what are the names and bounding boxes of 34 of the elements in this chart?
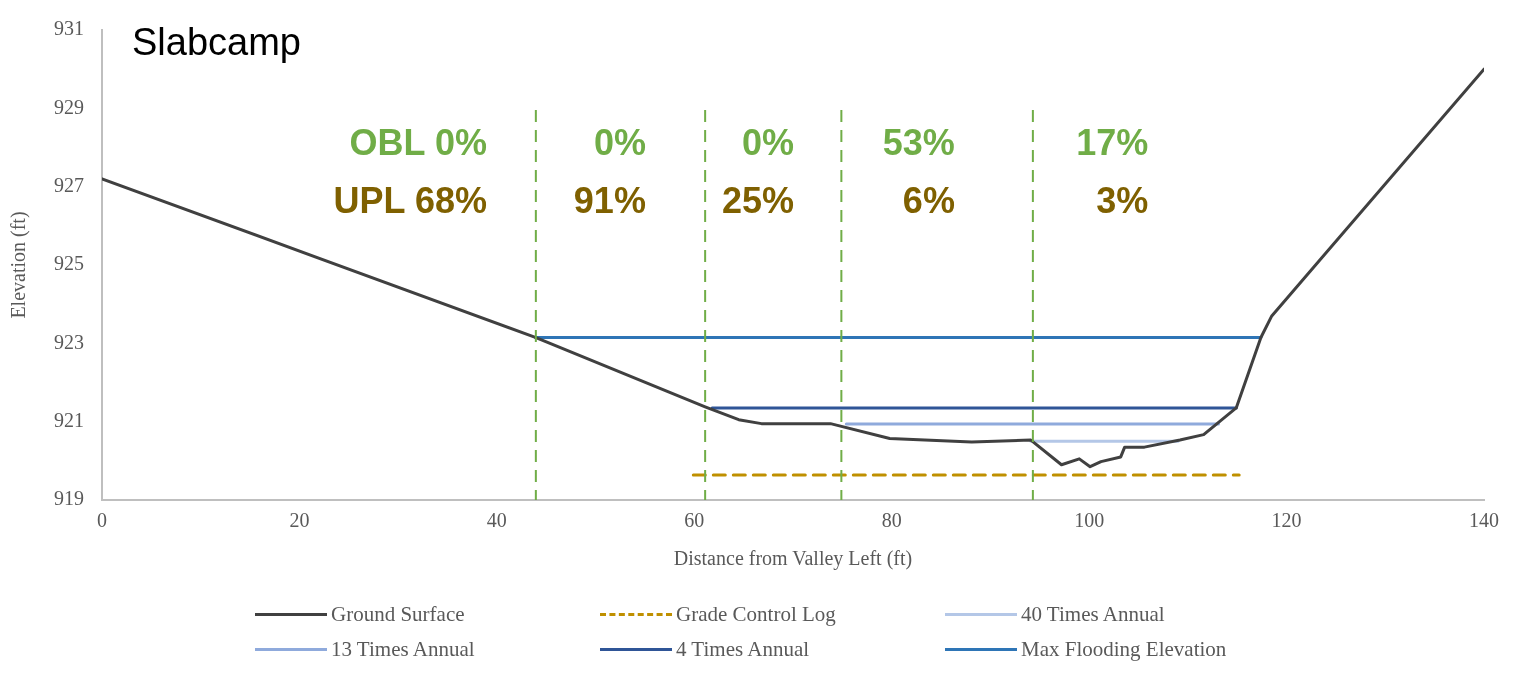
annotation: 53%: [882, 121, 955, 163]
y-tick-label: 923: [54, 330, 84, 353]
x-axis-title: Distance from Valley Left (ft): [673, 547, 913, 571]
annotation: 91%: [573, 179, 646, 221]
legend-label: 40 Times Annual: [1021, 602, 1165, 627]
annotation: 3%: [1096, 179, 1149, 221]
annotation: 0%: [593, 121, 646, 163]
x-tick-label: 60: [684, 509, 705, 532]
y-tick-label: 921: [54, 408, 84, 431]
y-tick-label: 927: [54, 173, 84, 196]
annotation: 6%: [902, 179, 955, 221]
x-tick-label: 100: [1074, 509, 1105, 532]
legend-label: 4 Times Annual: [676, 637, 810, 662]
x-tick-label: 140: [1469, 509, 1499, 532]
legend-label: 13 Times Annual: [331, 637, 475, 662]
y-tick-label: 929: [54, 95, 84, 118]
annotation: OBL 0%: [349, 121, 487, 163]
x-tick-label: 120: [1271, 509, 1302, 532]
annotation: 25%: [721, 179, 794, 221]
legend-label: Ground Surface: [331, 602, 465, 627]
annotation: 0%: [741, 121, 794, 163]
y-tick-label: 931: [54, 17, 84, 40]
x-tick-label: 80: [881, 509, 902, 532]
y-axis-title: Elevation (ft): [7, 211, 31, 319]
x-tick-label: 0: [97, 509, 107, 532]
legend-label: Max Flooding Elevation: [1021, 637, 1227, 662]
annotation: 17%: [1076, 121, 1149, 163]
y-tick-label: 919: [54, 487, 84, 510]
y-tick-label: 925: [54, 252, 84, 275]
chart-title: Slabcamp: [132, 21, 301, 64]
legend-label: Grade Control Log: [676, 602, 836, 627]
annotation: UPL 68%: [333, 179, 487, 221]
x-tick-label: 20: [289, 509, 310, 532]
x-tick-label: 40: [486, 509, 507, 532]
